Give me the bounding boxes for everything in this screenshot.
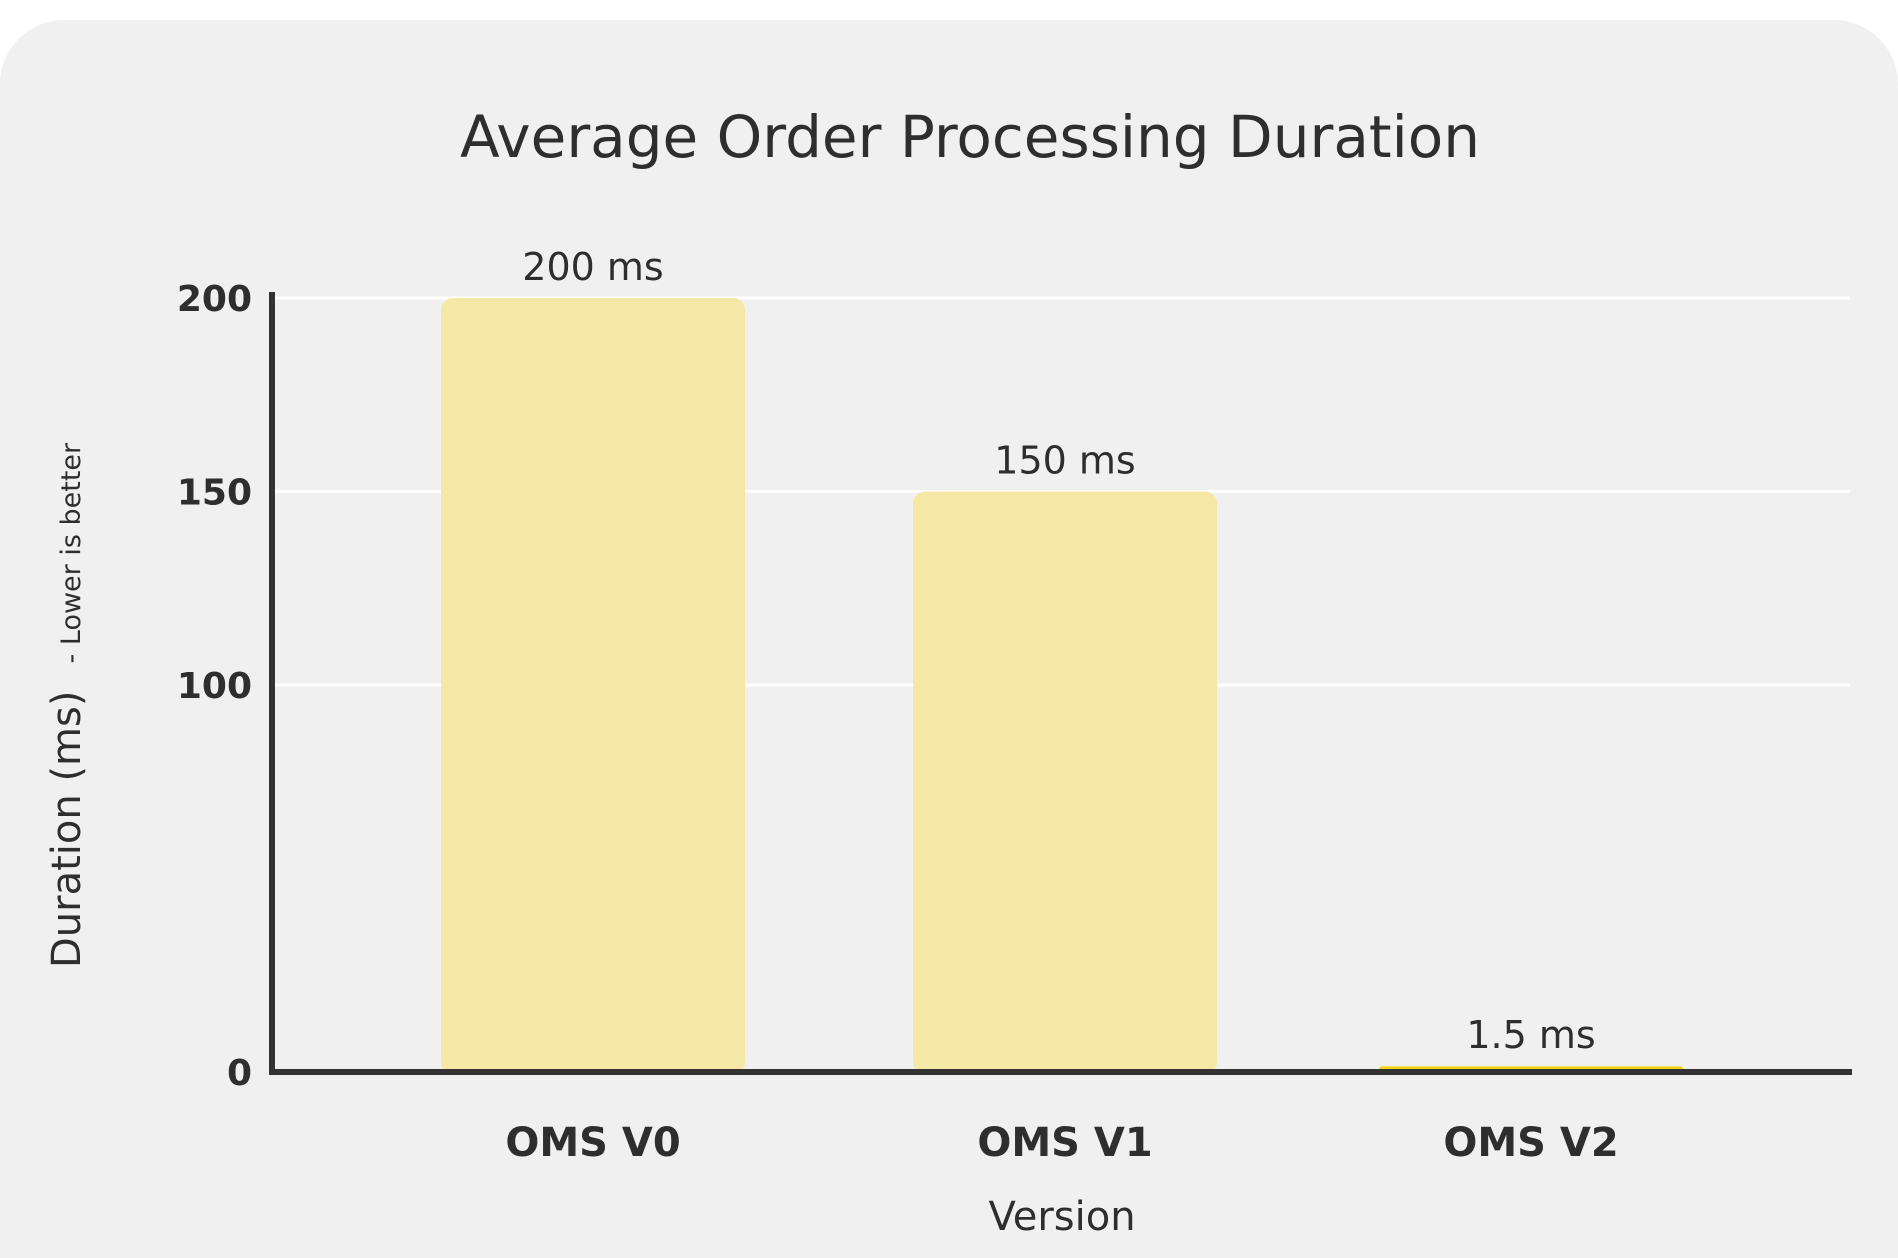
x-axis-title: Version [988, 1194, 1135, 1240]
chart-card: Average Order Processing Duration 200 ms… [0, 20, 1898, 1258]
category-label-2: OMS V2 [1443, 1120, 1618, 1166]
axes [269, 292, 1852, 1075]
y-tick-label-150: 150 [177, 473, 252, 514]
category-label-1: OMS V1 [977, 1120, 1152, 1166]
data-label-2: 1.5 ms [1466, 1013, 1595, 1057]
y-axis-title: Duration (ms) [44, 691, 90, 968]
data-label-1: 150 ms [994, 439, 1135, 483]
y-axis-note: - Lower is better [56, 442, 87, 663]
y-tick-label-0: 0 [227, 1053, 252, 1094]
bars [441, 298, 1683, 1074]
bar-chart: Average Order Processing Duration 200 ms… [44, 103, 1852, 1240]
bar-oms-v1 [913, 491, 1217, 1074]
category-label-0: OMS V0 [505, 1120, 680, 1166]
bar-oms-v0 [441, 298, 745, 1074]
chart-title: Average Order Processing Duration [460, 103, 1480, 171]
svg-text:Duration (ms) - Lower: Duration (ms) - Lower is better [44, 442, 90, 968]
data-label-0: 200 ms [522, 245, 663, 289]
y-axis-title-group: Duration (ms) - Lower is better [44, 442, 90, 968]
y-tick-label-200: 200 [177, 279, 252, 320]
labels: 200 ms OMS V0 150 ms OMS V1 1.5 ms OMS V2 0 100… [177, 245, 1619, 1166]
y-tick-label-100: 100 [177, 666, 252, 707]
